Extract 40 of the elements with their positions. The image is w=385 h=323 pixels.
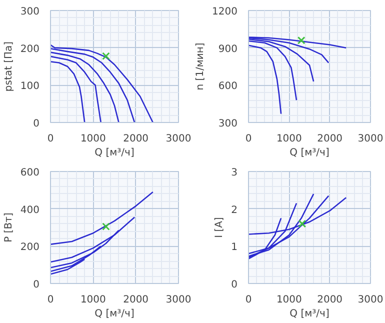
x-tick-label: 3000 [358, 294, 384, 306]
x-tick-label: 0 [47, 134, 54, 144]
y-tick-label: 100 [20, 81, 40, 92]
x-tick-label: 0 [245, 294, 252, 306]
y-tick-label: 0 [33, 280, 40, 290]
x-tick-label: 3000 [166, 134, 192, 144]
y-tick-label: 1 [231, 242, 238, 254]
y-axis-title: n [1/мин] [195, 42, 206, 90]
y-tick-label: 600 [20, 168, 40, 178]
x-tick-label: 3000 [358, 134, 384, 144]
x-tick-label: 0 [245, 134, 252, 144]
y-tick-label: 400 [20, 204, 40, 216]
x-axis-title: Q [м³/ч] [290, 148, 330, 158]
y-tick-label: 0 [231, 280, 238, 290]
y-tick-label: 300 [218, 118, 238, 130]
x-tick-label: 0 [47, 294, 54, 306]
y-tick-label: 200 [20, 44, 40, 55]
y-axis-title: pstat [Па] [3, 41, 14, 92]
x-tick-label: 1000 [276, 134, 302, 144]
x-tick-label: 2000 [317, 294, 343, 306]
x-tick-label: 1000 [80, 134, 106, 144]
y-tick-label: 600 [218, 81, 238, 92]
y-tick-label: 200 [20, 242, 40, 254]
y-tick-label: 1200 [212, 6, 238, 18]
y-tick-label: 0 [33, 118, 40, 130]
y-tick-label: 2 [231, 204, 238, 216]
y-axis-title: P [Вт] [3, 212, 14, 242]
x-tick-label: 3000 [166, 294, 192, 306]
x-tick-label: 2000 [123, 294, 149, 306]
x-axis-title: Q [м³/ч] [94, 308, 134, 320]
x-axis-title: Q [м³/ч] [290, 308, 330, 320]
x-tick-label: 2000 [123, 134, 149, 144]
y-tick-label: 900 [218, 44, 238, 55]
x-tick-label: 1000 [276, 294, 302, 306]
x-axis-title: Q [м³/ч] [94, 148, 134, 158]
y-axis-title: I [A] [214, 217, 226, 238]
x-tick-label: 2000 [317, 134, 343, 144]
y-tick-label: 300 [20, 6, 40, 18]
y-tick-label: 3 [231, 168, 238, 178]
x-tick-label: 1000 [80, 294, 106, 306]
